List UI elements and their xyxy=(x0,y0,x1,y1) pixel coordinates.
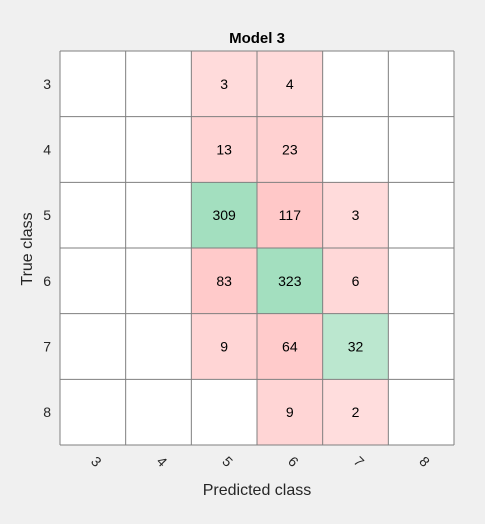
y-tick-label: 4 xyxy=(43,142,51,158)
cell-true-6-pred-5 xyxy=(191,248,257,314)
cell-true-5-pred-7 xyxy=(322,182,389,248)
cell-value-true-7-pred-5: 9 xyxy=(220,339,228,355)
cell-true-8-pred-7 xyxy=(322,379,389,445)
x-tick-label: 6 xyxy=(285,453,302,470)
cell-true-6-pred-7 xyxy=(322,248,389,314)
chart-title: Model 3 xyxy=(229,30,285,47)
x-axis-label: Predicted class xyxy=(203,482,312,499)
cell-true-6-pred-6 xyxy=(257,248,323,314)
y-tick-label: 5 xyxy=(43,207,51,223)
cell-value-true-8-pred-6: 9 xyxy=(286,404,294,420)
cell-true-8-pred-6 xyxy=(257,379,323,445)
x-tick-label: 3 xyxy=(88,453,105,470)
cell-true-7-pred-7 xyxy=(322,313,389,380)
y-tick-label: 6 xyxy=(43,273,51,289)
cell-true-3-pred-5 xyxy=(191,51,257,117)
y-tick-label: 3 xyxy=(43,76,51,92)
x-tick-label: 7 xyxy=(351,453,368,470)
cell-value-true-6-pred-7: 6 xyxy=(352,273,360,289)
cell-value-true-5-pred-7: 3 xyxy=(352,207,360,223)
cell-true-4-pred-5 xyxy=(191,116,257,183)
cell-value-true-4-pred-5: 13 xyxy=(216,142,232,158)
y-tick-label: 7 xyxy=(43,339,51,355)
cell-value-true-6-pred-5: 83 xyxy=(216,273,232,289)
cell-value-true-5-pred-6: 117 xyxy=(279,207,302,223)
x-tick-label: 4 xyxy=(154,453,171,470)
grid-layer xyxy=(59,50,455,446)
cell-value-true-8-pred-7: 2 xyxy=(352,404,360,420)
cell-value-true-7-pred-6: 64 xyxy=(282,339,298,355)
x-tick-label: 8 xyxy=(416,453,433,470)
y-tick-label: 8 xyxy=(43,404,51,420)
cell-value-true-7-pred-7: 32 xyxy=(348,339,364,355)
cell-true-7-pred-6 xyxy=(257,313,323,380)
value-labels: 3 4 13 23 309 117 3 83 323 6 9 64 32 9 2 xyxy=(212,76,363,420)
cell-value-true-6-pred-6: 323 xyxy=(278,273,302,289)
cell-value-true-3-pred-6: 4 xyxy=(286,76,294,92)
cell-value-true-5-pred-5: 309 xyxy=(212,207,236,223)
cell-value-true-4-pred-6: 23 xyxy=(282,142,298,158)
cell-true-5-pred-6 xyxy=(257,182,323,248)
cell-true-3-pred-6 xyxy=(257,51,323,117)
y-tick-labels: 3 4 5 6 7 8 xyxy=(43,76,51,420)
cell-true-4-pred-6 xyxy=(257,116,323,183)
cell-true-7-pred-5 xyxy=(191,313,257,380)
x-tick-labels: 3 4 5 6 7 8 xyxy=(88,453,433,470)
cell-value-true-3-pred-5: 3 xyxy=(220,76,228,92)
x-tick-label: 5 xyxy=(219,453,236,470)
y-axis-label: True class xyxy=(19,212,36,285)
cell-true-5-pred-5 xyxy=(191,182,257,248)
